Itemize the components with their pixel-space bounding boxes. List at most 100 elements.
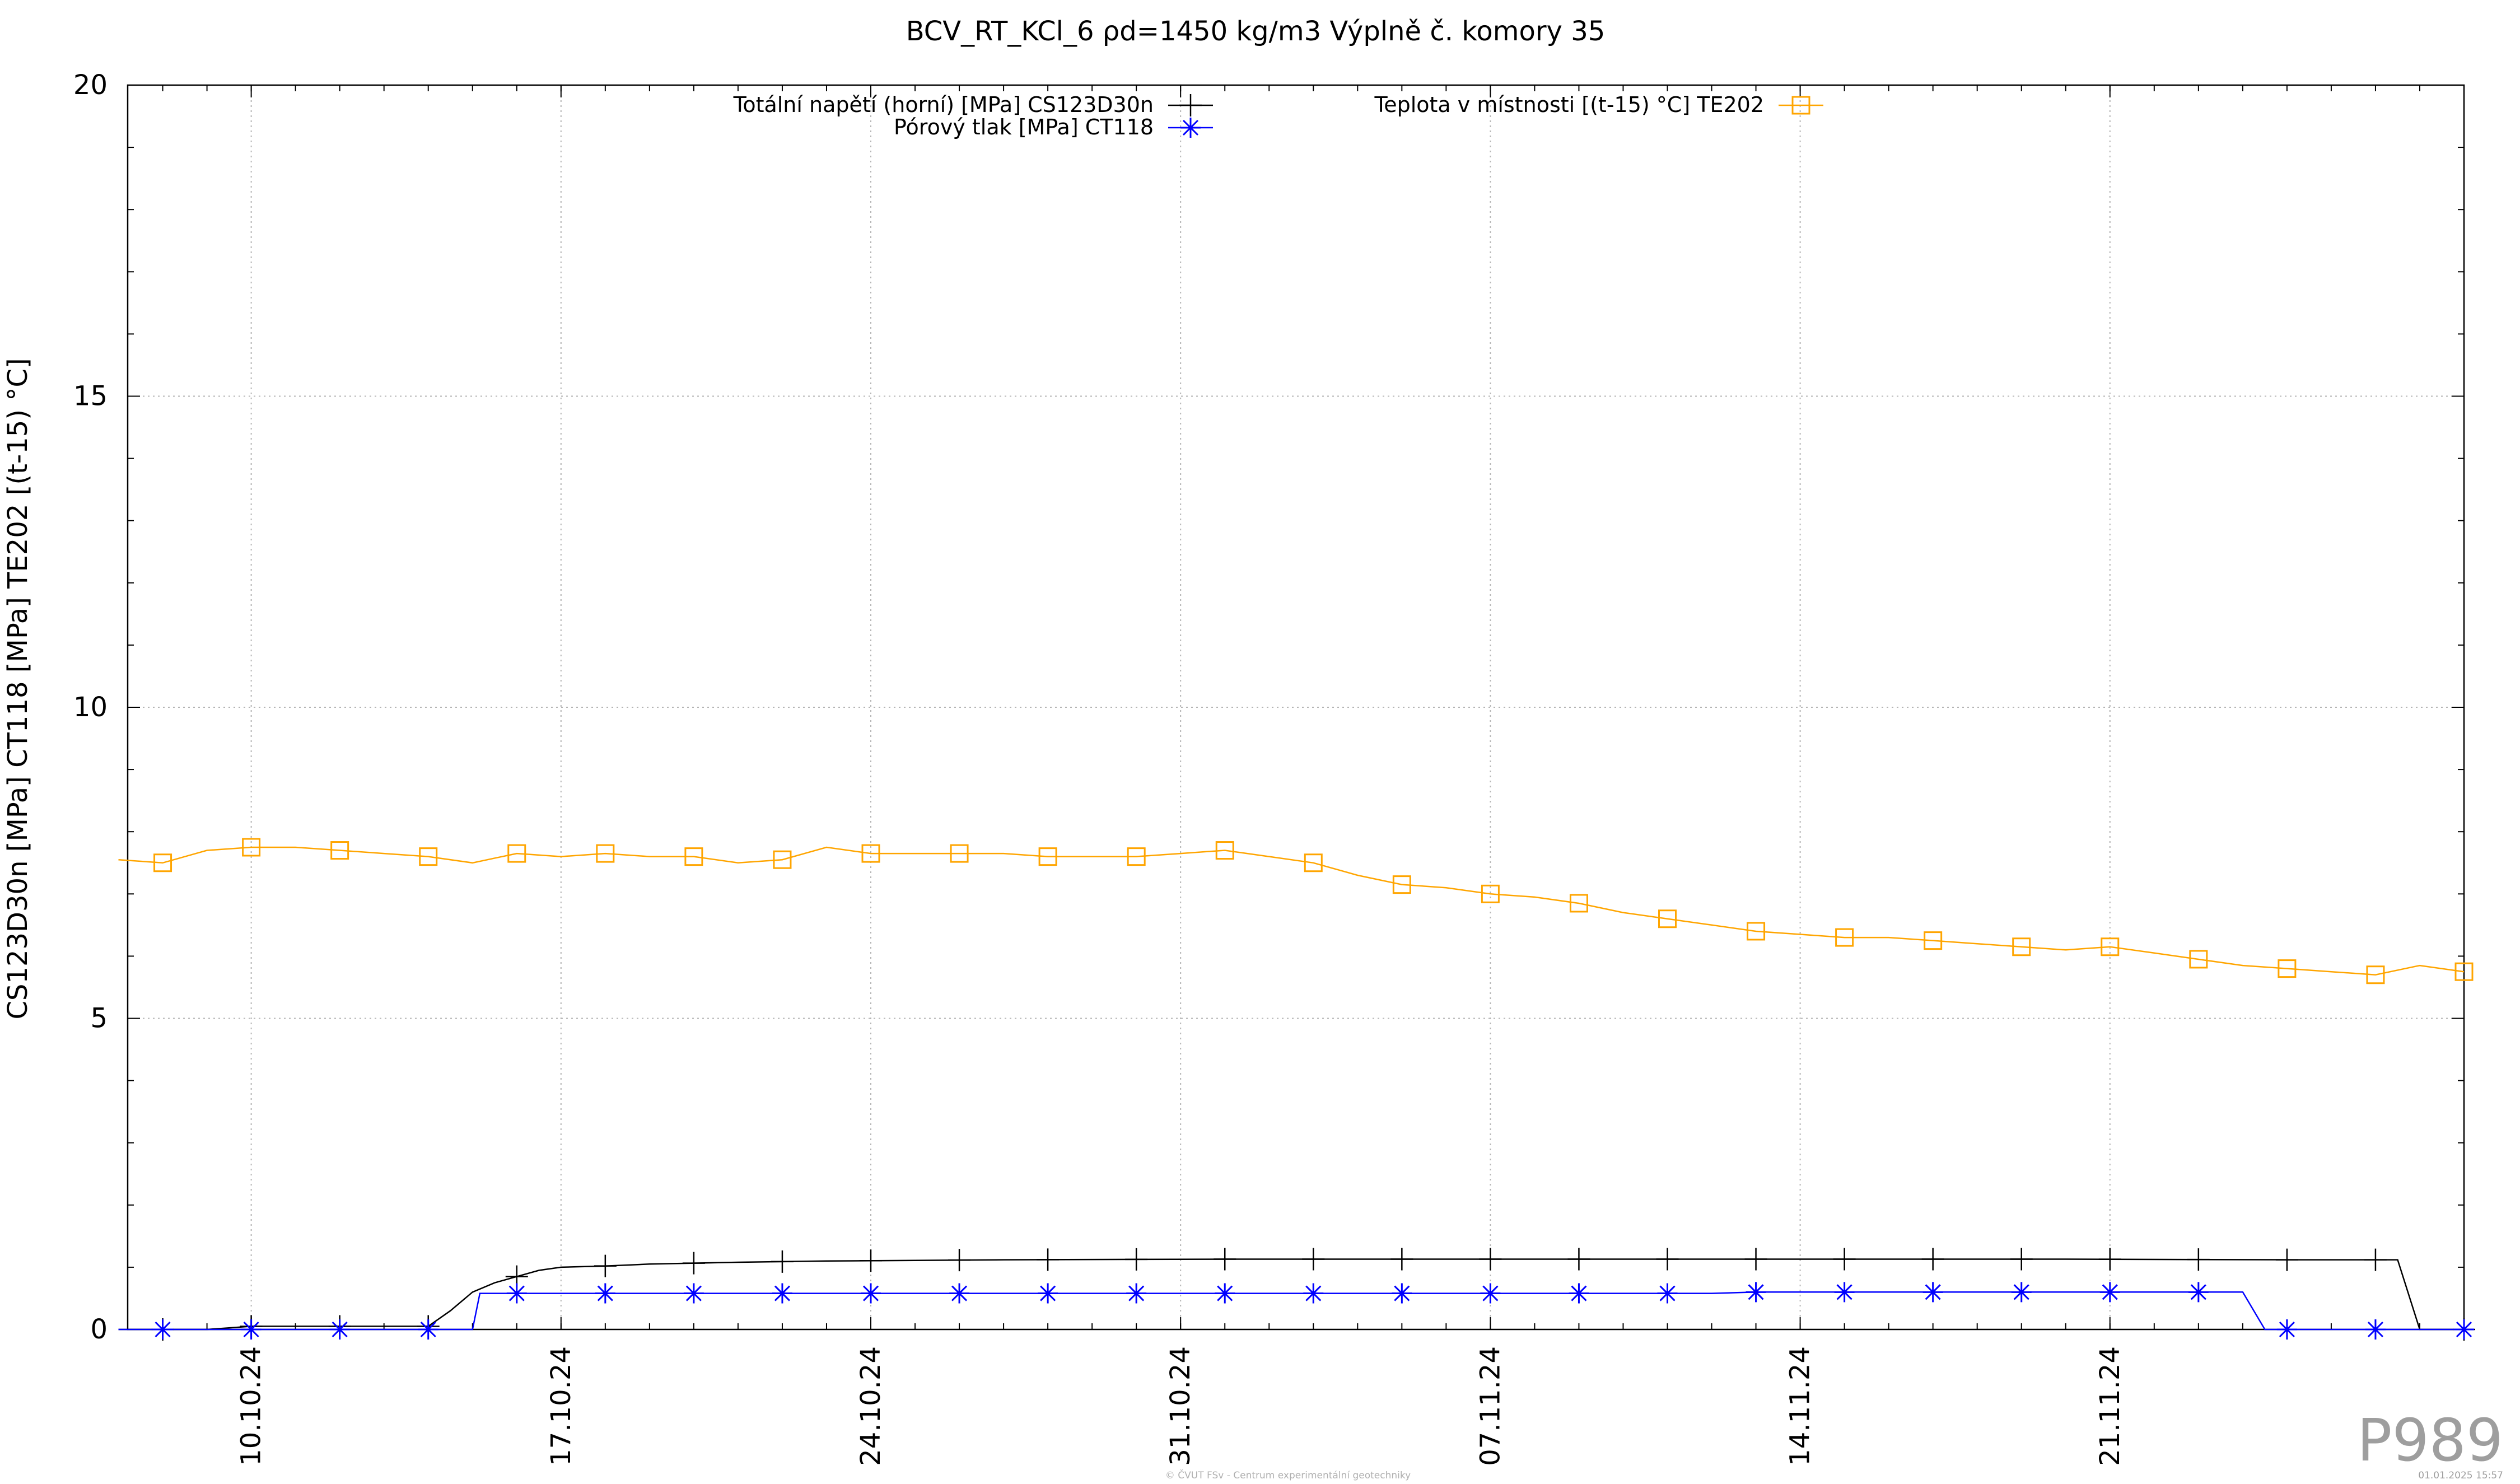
legend-label: Pórový tlak [MPa] CT118 [894, 115, 1154, 139]
series-marker-1 [2365, 1319, 2386, 1340]
series-marker-1 [861, 1283, 881, 1304]
y-tick-label: 5 [90, 1003, 108, 1034]
legend-entry: Pórový tlak [MPa] CT118 [894, 115, 1213, 139]
x-tick-label: 14.11.24 [1785, 1346, 1816, 1466]
series-marker-0 [860, 1249, 883, 1272]
legend-layer: Totální napětí (horní) [MPa] CS123D30nPó… [733, 92, 1823, 139]
series-marker-1 [506, 1283, 527, 1304]
series-marker-0 [682, 1252, 705, 1275]
series-marker-2 [2366, 965, 2385, 984]
legend-swatch-marker [1180, 118, 1201, 138]
y-axis-label: CS123D30n [MPa] CT118 [MPa] TE202 [(t-15… [2, 358, 34, 1019]
x-tick-label: 17.10.24 [545, 1346, 577, 1466]
series-marker-1 [418, 1319, 438, 1340]
y-tick-label: 10 [73, 692, 108, 723]
y-tick-label: 0 [90, 1314, 108, 1345]
grid-layer [128, 85, 2464, 1329]
series-marker-2 [1835, 928, 1854, 947]
legend-entry: Teplota v místnosti [(t-15) °C] TE202 [1374, 92, 1823, 117]
series-marker-2 [1658, 909, 1677, 928]
series-marker-1 [2454, 1319, 2474, 1340]
series-marker-0 [1921, 1248, 1944, 1271]
series-marker-2 [242, 838, 261, 857]
series-line-2 [118, 846, 2465, 976]
series-marker-0 [1214, 1248, 1236, 1271]
series-marker-2 [1038, 847, 1057, 866]
series-marker-2 [1924, 931, 1943, 950]
series-marker-2 [330, 841, 349, 860]
series-marker-0 [1567, 1248, 1590, 1271]
series-marker-0 [1125, 1248, 1148, 1271]
legend-swatch-marker [1179, 94, 1202, 116]
series-marker-0 [1479, 1248, 1502, 1271]
series-marker-1 [683, 1283, 704, 1304]
series-marker-0 [2187, 1248, 2210, 1271]
series-marker-0 [1744, 1248, 1767, 1271]
x-tick-label: 10.10.24 [236, 1346, 267, 1466]
series-marker-1 [1657, 1283, 1678, 1304]
axes-layer: 0 5 10 15 20 10.10.24 17.10.24 24.10.24 31.10.24… [73, 69, 2465, 1466]
series-marker-0 [1037, 1248, 1060, 1271]
series-marker-0 [594, 1254, 617, 1277]
series-marker-1 [329, 1319, 350, 1340]
x-tick-label: 31.10.24 [1165, 1346, 1196, 1466]
series-marker-2 [2101, 937, 2120, 956]
series-marker-0 [2364, 1248, 2387, 1271]
y-tick-label: 20 [73, 69, 108, 101]
timestamp-text: 01.01.2025 15:57 [2418, 1470, 2503, 1481]
series-marker-1 [1746, 1282, 1766, 1303]
series-marker-0 [2098, 1248, 2121, 1271]
series-marker-2 [507, 844, 526, 863]
series-marker-0 [771, 1250, 794, 1273]
series-marker-0 [1390, 1248, 1413, 1271]
x-tick-label: 24.10.24 [855, 1346, 886, 1466]
series-marker-1 [2011, 1282, 2032, 1303]
series-marker-2 [861, 844, 880, 863]
series-line-1 [118, 1291, 2464, 1331]
series-marker-1 [1126, 1283, 1147, 1304]
series-layer [118, 838, 2475, 1341]
series-marker-1 [1215, 1283, 1235, 1304]
series-marker-2 [684, 847, 703, 866]
legend-label: Totální napětí (horní) [MPa] CS123D30n [733, 92, 1154, 117]
series-marker-1 [241, 1319, 262, 1340]
series-marker-0 [1833, 1248, 1856, 1271]
series-marker-1 [1834, 1282, 1855, 1303]
series-marker-1 [1480, 1283, 1501, 1304]
series-marker-2 [2012, 937, 2031, 956]
series-marker-1 [2276, 1319, 2297, 1340]
series-marker-2 [596, 844, 615, 863]
series-marker-1 [1569, 1283, 1589, 1304]
series-marker-1 [595, 1283, 615, 1304]
series-marker-2 [1304, 853, 1323, 872]
series-marker-2 [1747, 922, 1766, 941]
series-marker-2 [1569, 894, 1588, 913]
legend-label: Teplota v místnosti [(t-15) °C] TE202 [1374, 92, 1764, 117]
series-marker-2 [2189, 950, 2208, 969]
series-marker-2 [950, 844, 969, 863]
series-marker-1 [1922, 1282, 1943, 1303]
series-marker-1 [1038, 1283, 1058, 1304]
series-marker-2 [1481, 884, 1500, 903]
series-marker-2 [419, 847, 438, 866]
series-marker-2 [773, 850, 792, 869]
x-tick-label: 21.11.24 [2094, 1346, 2126, 1466]
copyright-text: © ČVUT FSv - Centrum experimentální geot… [1165, 1469, 1411, 1481]
series-marker-1 [2099, 1282, 2120, 1303]
series-marker-2 [1392, 875, 1411, 894]
legend-entry: Totální napětí (horní) [MPa] CS123D30n [733, 92, 1213, 117]
series-marker-2 [153, 853, 172, 872]
x-tick-label: 07.11.24 [1474, 1346, 1506, 1466]
legend-swatch-marker [1791, 96, 1810, 115]
series-marker-1 [772, 1283, 792, 1304]
series-marker-1 [152, 1319, 173, 1340]
plot-frame [127, 84, 2465, 1331]
series-marker-0 [948, 1249, 971, 1272]
y-tick-label: 15 [73, 381, 108, 412]
series-marker-1 [949, 1283, 970, 1304]
series-marker-1 [1303, 1283, 1324, 1304]
series-marker-0 [1302, 1248, 1325, 1271]
series-marker-2 [1215, 841, 1234, 860]
